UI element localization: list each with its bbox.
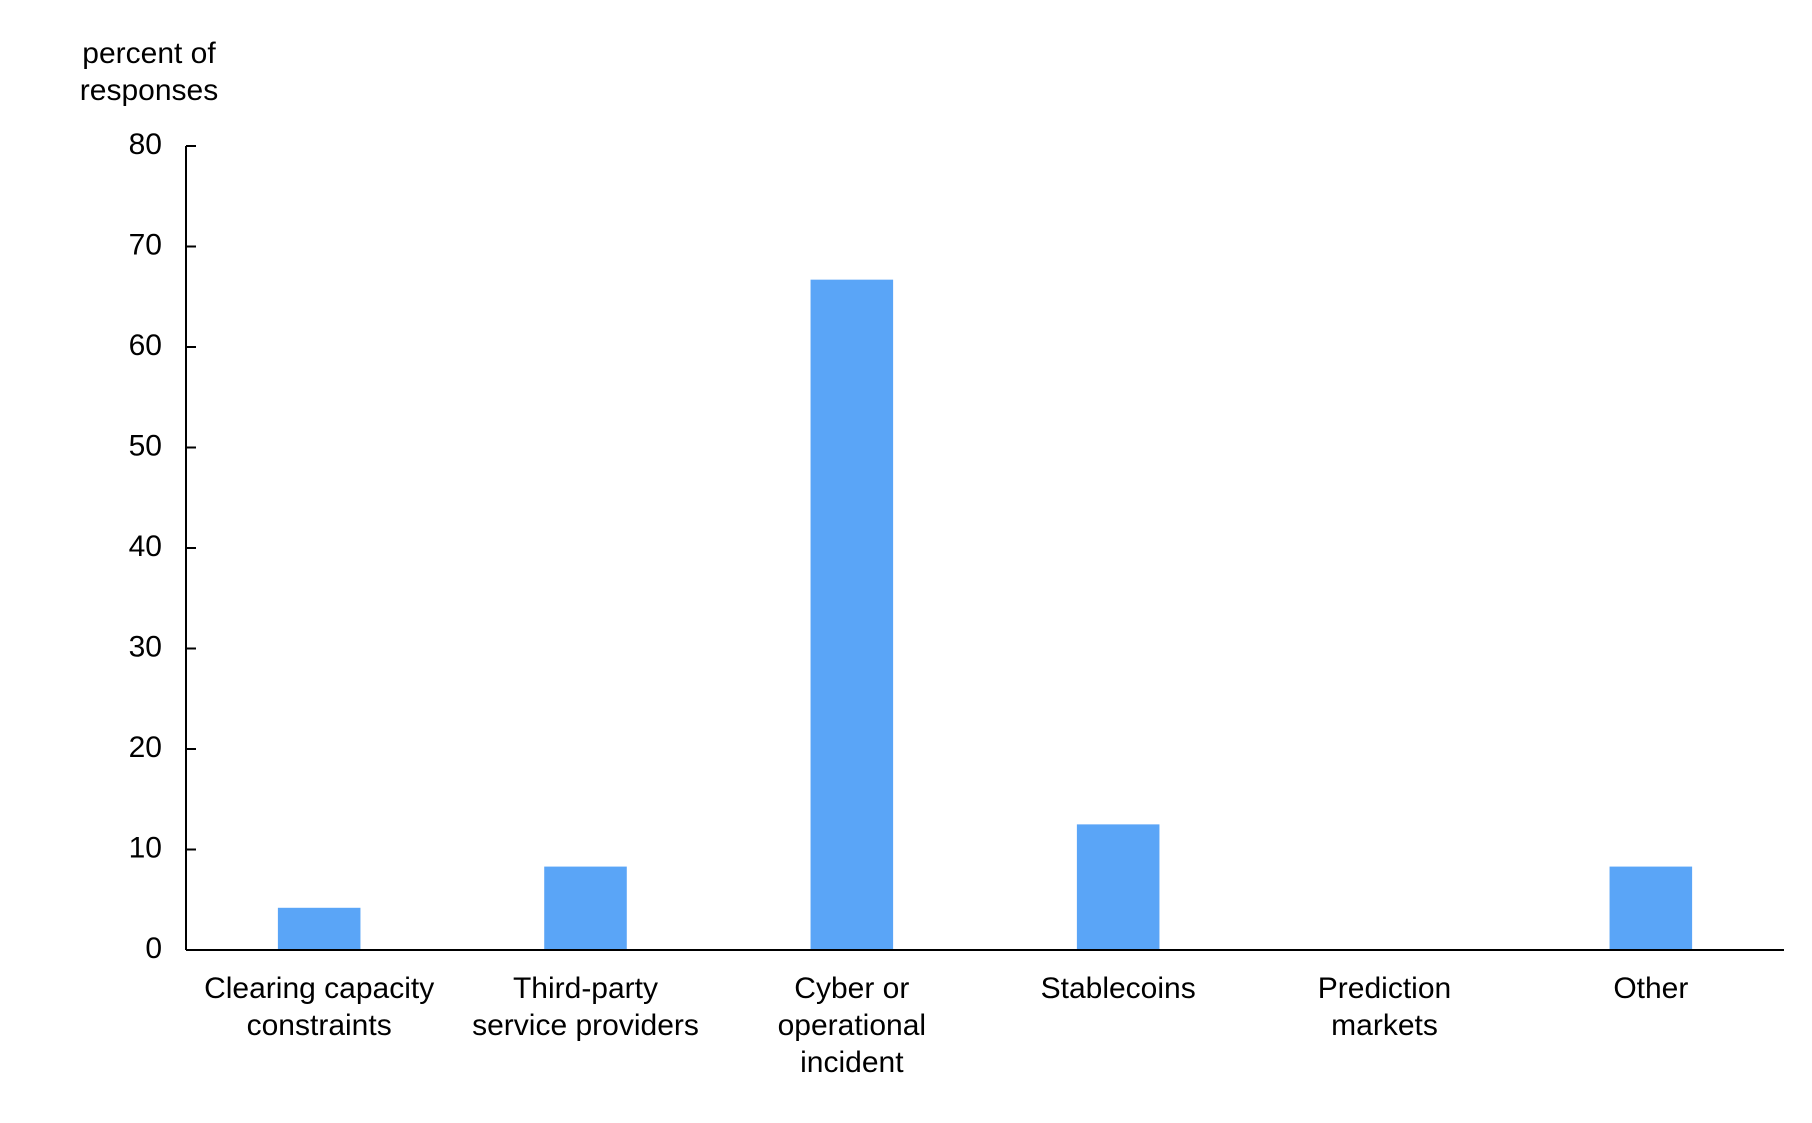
x-tick-label: Third-party service providers — [472, 972, 699, 1042]
x-tick-label: Other — [1613, 972, 1688, 1005]
x-tick-label: Cyber or operational incident — [778, 972, 926, 1079]
y-tick-label: 60 — [129, 329, 162, 362]
y-tick-label: 50 — [129, 429, 162, 462]
x-tick-label: Clearing capacity constraints — [204, 972, 434, 1042]
x-tick-label: Prediction markets — [1318, 972, 1451, 1042]
y-axis-title: percent of responses — [80, 37, 218, 107]
bar — [277, 907, 361, 950]
bar — [1609, 866, 1693, 950]
y-tick-label: 30 — [129, 630, 162, 663]
bar — [544, 866, 627, 950]
y-tick-label: 70 — [129, 228, 162, 261]
y-tick-label: 40 — [129, 530, 162, 563]
bar — [1076, 824, 1160, 950]
y-tick-label: 10 — [129, 831, 162, 864]
x-tick-label: Stablecoins — [1041, 972, 1196, 1005]
y-tick-label: 80 — [129, 128, 162, 161]
bar — [810, 279, 894, 950]
y-tick-label: 0 — [145, 932, 162, 965]
y-tick-label: 20 — [129, 731, 162, 764]
